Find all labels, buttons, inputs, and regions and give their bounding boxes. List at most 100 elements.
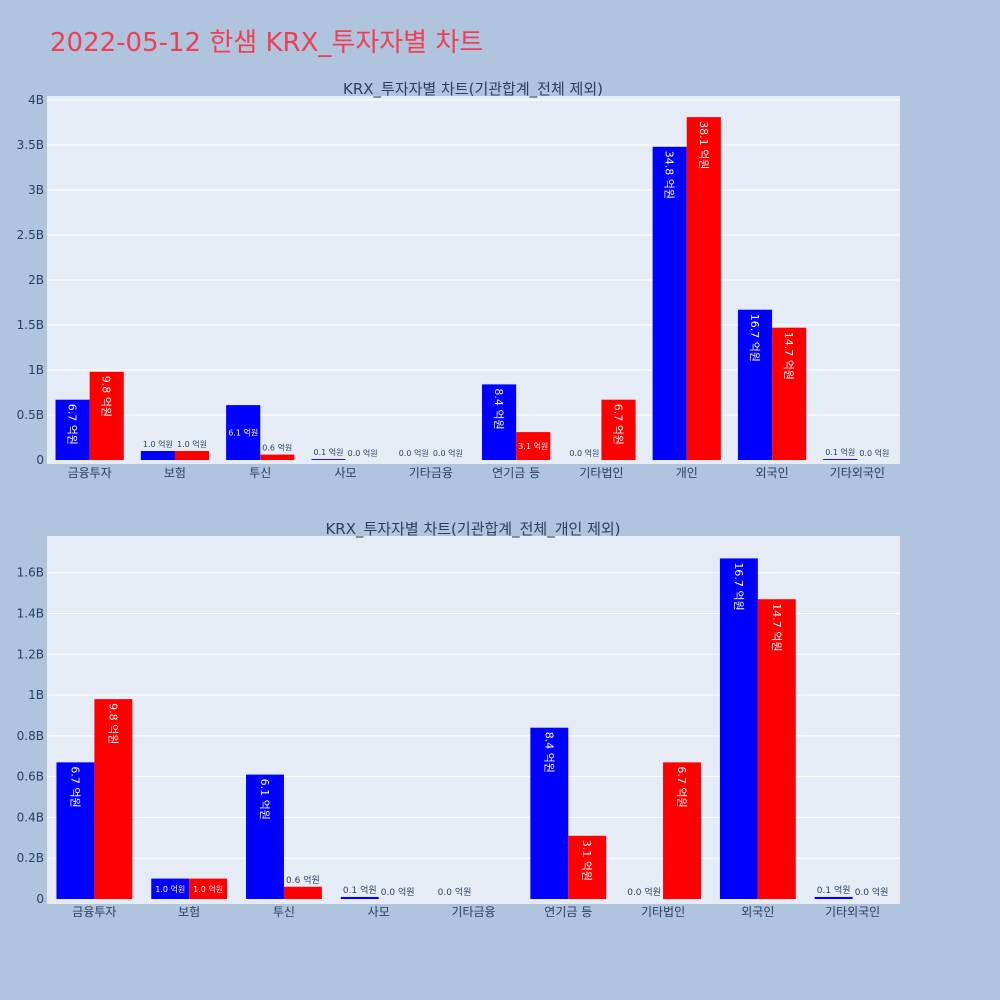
- data-label: 16.7 억원: [748, 314, 761, 362]
- data-label: 0.6 억원: [262, 443, 292, 453]
- bar: [737, 309, 773, 460]
- data-label: 38.1 억원: [697, 121, 710, 169]
- data-label: 6.7 억원: [612, 404, 625, 445]
- data-label: 1.0 억원: [155, 884, 185, 894]
- x-tick-label: 보험: [164, 466, 186, 480]
- bar: [94, 699, 133, 899]
- page-title: 2022-05-12 한샘 KRX_투자자별 차트: [50, 28, 484, 58]
- bar: [568, 835, 607, 899]
- x-tick-label: 개인: [676, 466, 698, 480]
- data-label: 1.0 억원: [143, 439, 173, 449]
- bar: [311, 459, 346, 460]
- data-label: 0.1 억원: [825, 447, 855, 457]
- chart-1: 0 0.5B 1B 1.5B 2B 2.5B 3B 3.5B 4B KRX_투자자별 차트(기관합…: [17, 80, 900, 480]
- x-tick-label: 금융투자: [72, 905, 116, 919]
- x-tick-label: 투신: [249, 466, 271, 480]
- data-label: 0.0 억원: [433, 448, 463, 458]
- y-tick-label: 0: [36, 453, 44, 467]
- y-tick-label: 3B: [28, 183, 44, 197]
- x-tick-label: 기타금융: [409, 466, 453, 480]
- data-label: 6.7 억원: [68, 766, 81, 807]
- bar: [189, 878, 228, 899]
- bar: [772, 327, 807, 460]
- chart-title: KRX_투자자별 차트(기관합계_전체 제외): [343, 80, 603, 99]
- bar: [226, 405, 261, 460]
- bar: [516, 432, 551, 460]
- data-label: 14.7 억원: [782, 332, 795, 380]
- y-tick-label: 0.6B: [17, 770, 44, 784]
- bar: [55, 399, 90, 460]
- data-label: 1.0 억원: [193, 884, 223, 894]
- bar: [340, 896, 379, 899]
- y-tick-label: 2.5B: [17, 228, 44, 242]
- data-label: 0.1 억원: [313, 447, 343, 457]
- y-tick-label: 0.2B: [17, 851, 44, 865]
- data-label: 0.0 억원: [569, 448, 599, 458]
- bar: [686, 117, 721, 460]
- y-tick-label: 0: [36, 892, 44, 906]
- x-tick-label: 금융투자: [68, 466, 112, 480]
- data-label: 6.7 억원: [675, 766, 688, 807]
- data-label: 0.0 억원: [348, 448, 378, 458]
- data-label: 0.6 억원: [286, 874, 320, 886]
- data-label: 9.8 억원: [100, 376, 113, 417]
- bar: [56, 762, 95, 899]
- bar: [246, 774, 284, 899]
- data-label: 0.0 억원: [438, 886, 472, 898]
- data-label: 9.8 억원: [106, 703, 119, 744]
- chart-2: 0 0.2B 0.4B 0.6B 0.8B 1B 1.2B 1.4B 1.6B KRX_투자자별 …: [17, 520, 900, 919]
- y-tick-label: 0.5B: [17, 408, 44, 422]
- data-label: 1.0 억원: [177, 439, 207, 449]
- x-tick-label: 연기금 등: [492, 466, 540, 480]
- data-label: 0.0 억원: [627, 886, 661, 898]
- y-tick-label: 1B: [28, 688, 44, 702]
- data-label: 0.0 억원: [855, 886, 889, 898]
- bar: [719, 558, 758, 899]
- bar: [283, 886, 322, 899]
- data-label: 3.1 억원: [518, 441, 548, 451]
- y-tick-label: 1.2B: [17, 647, 44, 661]
- bar: [601, 399, 636, 460]
- data-label: 0.1 억원: [817, 884, 851, 896]
- data-label: 3.1 억원: [580, 840, 593, 881]
- bar: [530, 727, 569, 899]
- bar: [663, 762, 701, 899]
- x-tick-label: 외국인: [741, 905, 774, 919]
- bar: [174, 451, 210, 460]
- y-tick-label: 0.4B: [17, 810, 44, 824]
- bar: [823, 459, 858, 460]
- x-tick-label: 외국인: [755, 466, 788, 480]
- data-label: 6.1 억원: [228, 428, 258, 438]
- bar: [260, 454, 295, 460]
- data-label: 0.0 억원: [859, 448, 889, 458]
- y-tick-label: 1.4B: [17, 606, 44, 620]
- x-tick-label: 기타법인: [579, 466, 623, 480]
- data-label: 6.1 억원: [258, 779, 271, 820]
- data-label: 34.8 억원: [663, 151, 676, 199]
- bar: [652, 146, 687, 461]
- data-label: 0.1 억원: [343, 884, 377, 896]
- bar: [151, 878, 190, 899]
- data-label: 8.4 억원: [542, 732, 555, 773]
- y-tick-label: 1.5B: [17, 318, 44, 332]
- y-tick-label: 3.5B: [17, 138, 44, 152]
- x-tick-label: 보험: [178, 905, 200, 919]
- x-tick-label: 사모: [335, 466, 357, 480]
- y-tick-label: 0.8B: [17, 729, 44, 743]
- y-tick-label: 2B: [28, 273, 44, 287]
- bar: [89, 371, 124, 460]
- x-tick-label: 기타법인: [641, 905, 685, 919]
- x-tick-label: 기타금융: [451, 905, 495, 919]
- data-label: 16.7 억원: [732, 562, 745, 610]
- data-label: 6.7 억원: [66, 404, 79, 445]
- bar: [757, 599, 796, 899]
- x-tick-label: 투신: [273, 905, 295, 919]
- x-tick-label: 사모: [368, 905, 390, 919]
- bar: [814, 896, 853, 899]
- data-label: 0.0 억원: [399, 448, 429, 458]
- y-tick-label: 1.6B: [17, 566, 44, 580]
- x-tick-label: 기타외국인: [825, 905, 880, 919]
- chart-title: KRX_투자자별 차트(기관합계_전체_개인 제외): [325, 520, 620, 539]
- bar: [482, 384, 517, 460]
